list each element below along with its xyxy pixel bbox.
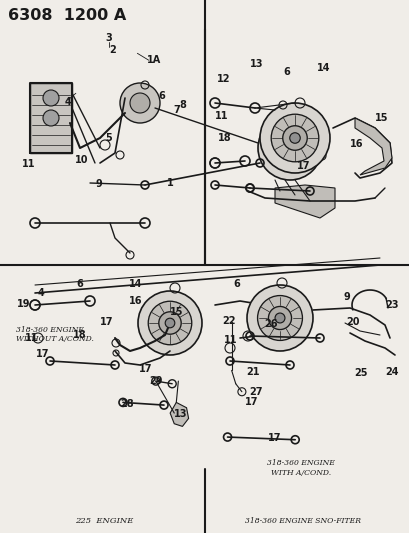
Text: 6: 6 [158, 91, 165, 101]
Text: 27: 27 [249, 387, 262, 397]
Text: 19: 19 [17, 299, 30, 309]
Text: 11: 11 [25, 334, 38, 343]
Text: 1: 1 [166, 178, 173, 188]
Text: 8: 8 [179, 100, 185, 110]
Text: 17: 17 [36, 350, 49, 359]
Text: 26: 26 [263, 319, 276, 329]
Text: 18: 18 [217, 133, 231, 142]
Polygon shape [254, 305, 279, 335]
Polygon shape [354, 118, 391, 175]
Text: 21: 21 [246, 367, 259, 376]
Circle shape [43, 110, 59, 126]
Polygon shape [170, 402, 188, 426]
Circle shape [278, 137, 301, 159]
Text: 4: 4 [38, 288, 44, 298]
Circle shape [257, 116, 321, 180]
Text: 14: 14 [128, 279, 142, 288]
Text: 12: 12 [216, 74, 229, 84]
Circle shape [289, 133, 299, 143]
Text: 11: 11 [22, 159, 35, 169]
Circle shape [274, 313, 284, 323]
Text: 6: 6 [76, 279, 83, 288]
Text: 318-360 ENGINE
WITHOUT A/COND.: 318-360 ENGINE WITHOUT A/COND. [16, 326, 94, 343]
Circle shape [270, 114, 318, 162]
Text: 17: 17 [100, 318, 113, 327]
Text: 17: 17 [296, 161, 309, 171]
Text: 20: 20 [345, 318, 358, 327]
Circle shape [120, 83, 160, 123]
Text: 225  ENGINE: 225 ENGINE [75, 517, 133, 525]
Text: 2: 2 [109, 45, 116, 54]
Text: 23: 23 [384, 300, 397, 310]
Text: 25: 25 [353, 368, 366, 378]
Text: 18: 18 [73, 330, 87, 340]
Text: 29: 29 [149, 376, 162, 386]
Text: 15: 15 [374, 114, 387, 123]
Text: 6: 6 [283, 67, 290, 77]
Circle shape [259, 103, 329, 173]
Text: 13: 13 [173, 409, 187, 419]
Text: 17: 17 [245, 398, 258, 407]
Circle shape [257, 296, 302, 341]
Text: 7: 7 [173, 106, 179, 115]
Circle shape [138, 291, 202, 355]
Polygon shape [30, 83, 72, 153]
Text: 13: 13 [249, 59, 262, 69]
Circle shape [267, 126, 311, 169]
Text: 11: 11 [224, 335, 237, 344]
Text: 10: 10 [75, 155, 88, 165]
Text: 6308  1200 A: 6308 1200 A [8, 8, 126, 23]
Circle shape [165, 318, 174, 328]
Text: 16: 16 [128, 296, 142, 306]
Text: 6: 6 [233, 279, 240, 289]
Text: 5: 5 [105, 133, 112, 142]
Text: 11: 11 [214, 111, 227, 121]
Text: 24: 24 [384, 367, 397, 377]
Text: 16: 16 [349, 139, 362, 149]
Text: 28: 28 [120, 399, 134, 409]
Circle shape [130, 93, 150, 113]
Text: 318-360 ENGINE
WITH A/COND.: 318-360 ENGINE WITH A/COND. [267, 459, 335, 477]
Text: 1A: 1A [146, 55, 160, 65]
Circle shape [43, 90, 59, 106]
Circle shape [282, 126, 306, 150]
Circle shape [268, 306, 291, 329]
Text: 22: 22 [222, 317, 235, 326]
Circle shape [285, 143, 294, 153]
Text: 318-360 ENGINE SNO-FITER: 318-360 ENGINE SNO-FITER [245, 517, 360, 525]
Circle shape [246, 285, 312, 351]
Text: 4: 4 [64, 98, 71, 107]
Text: 17: 17 [267, 433, 281, 443]
Polygon shape [274, 185, 334, 218]
Text: 3: 3 [105, 34, 112, 43]
Text: 15: 15 [169, 307, 182, 317]
Text: 9: 9 [95, 179, 101, 189]
Text: 14: 14 [317, 63, 330, 73]
Circle shape [158, 312, 181, 334]
Circle shape [148, 301, 191, 345]
Text: 17: 17 [139, 364, 152, 374]
Text: 9: 9 [342, 292, 349, 302]
